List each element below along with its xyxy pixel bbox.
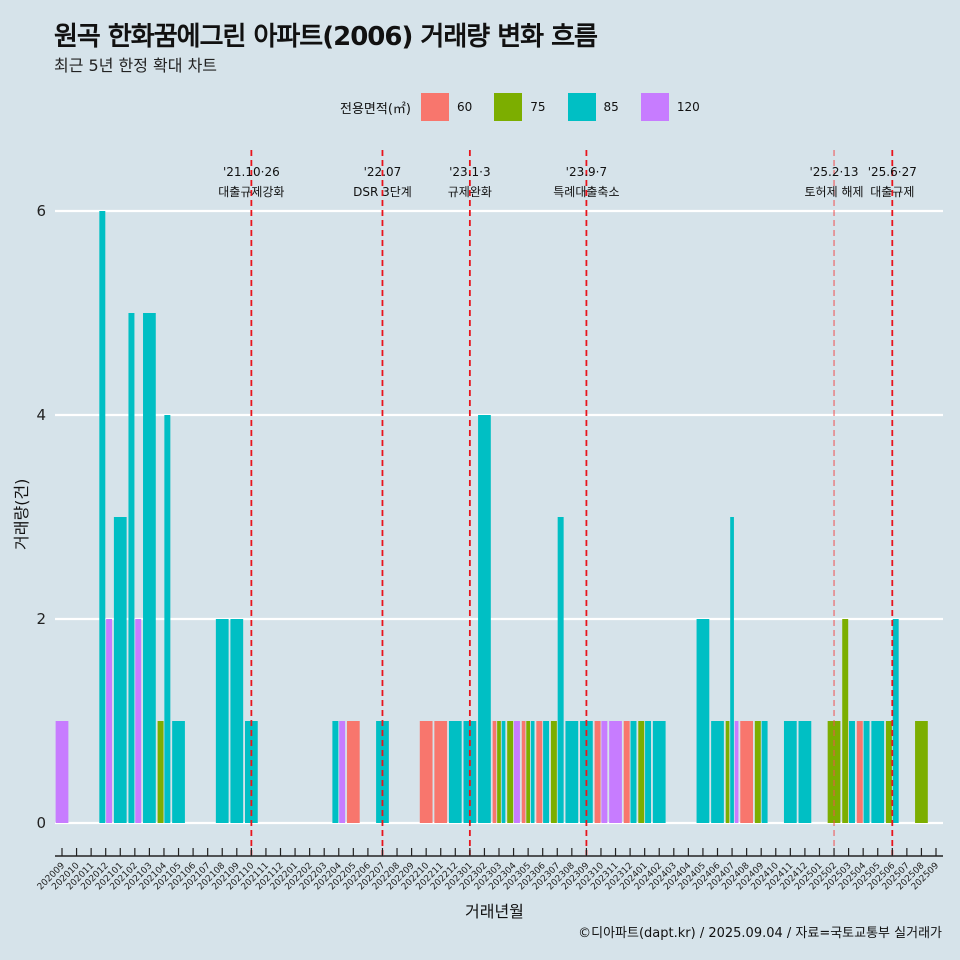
source-caption: ©디아파트(dapt.kr) / 2025.09.04 / 자료=국토교통부 실… <box>578 926 942 941</box>
bar-202508-75 <box>915 721 928 823</box>
x-axis-label: 거래년월 <box>465 902 524 921</box>
y-tick-label: 6 <box>36 202 46 220</box>
chart-title: 원곡 한화꿈에그린 아파트(2006) 거래량 변화 흐름 <box>54 22 598 52</box>
bar-202401-75 <box>638 721 645 823</box>
event-date: '23.9·7 <box>566 165 607 179</box>
bar-202310-60 <box>594 721 601 823</box>
chart-subtitle: 최근 5년 한정 확대 차트 <box>54 56 218 75</box>
legend-title: 전용면적(㎡) <box>340 101 411 117</box>
bar-202305-85 <box>530 721 535 823</box>
bar-202408-60 <box>740 721 754 823</box>
bar-202009-120 <box>55 721 69 823</box>
bar-202103-85 <box>143 313 156 823</box>
bar-202506-85 <box>892 619 899 823</box>
bar-202303-60 <box>492 721 497 823</box>
bar-202108-85 <box>215 619 229 823</box>
bar-202104-75 <box>157 721 164 823</box>
bar-202506-75 <box>885 721 892 823</box>
event-date: '25.2·13 <box>809 165 858 179</box>
bar-202109-85 <box>230 619 244 823</box>
bar-202505-85 <box>871 721 885 823</box>
bar-202312-60 <box>623 721 630 823</box>
legend-label-120: 120 <box>676 100 700 114</box>
y-tick-label: 2 <box>36 610 46 628</box>
bar-202306-60 <box>536 721 543 823</box>
legend-key-60 <box>420 93 449 121</box>
event-label: 특례대출축소 <box>553 185 619 199</box>
bar-202307-75 <box>550 721 557 823</box>
event-date: '21.10·26 <box>223 165 280 179</box>
y-tick-label: 4 <box>36 406 46 424</box>
bar-202211-60 <box>434 721 448 823</box>
bar-202503-85 <box>849 721 855 823</box>
event-date: '22.07 <box>364 165 402 179</box>
bar-202409-75 <box>754 721 761 823</box>
bar-202308-85 <box>565 721 579 823</box>
bar-202311-120 <box>609 721 622 823</box>
bar-202503-75 <box>842 619 849 823</box>
bar-202401-85 <box>645 721 652 823</box>
bar-202102-120 <box>135 619 142 823</box>
bar-202409-85 <box>761 721 768 823</box>
legend-label-60: 60 <box>456 100 473 114</box>
bar-202306-85 <box>543 721 550 823</box>
bar-202407-85 <box>730 517 734 823</box>
bar-202402-85 <box>652 721 666 823</box>
bar-202012-85 <box>99 211 106 823</box>
bar-202104-85 <box>164 415 171 823</box>
bar-202305-60 <box>521 721 526 823</box>
legend-label-75: 75 <box>530 100 546 114</box>
bar-202305-75 <box>526 721 530 823</box>
bar-202303-85 <box>501 721 506 823</box>
bar-202307-85 <box>557 517 564 823</box>
bar-202310-120 <box>601 721 608 823</box>
event-label: 대출규제강화 <box>218 185 284 199</box>
legend-label-85: 85 <box>603 100 619 114</box>
bar-202205-60 <box>346 721 360 823</box>
bar-202304-75 <box>507 721 514 823</box>
event-label: 토허제 해제 <box>805 185 864 199</box>
bar-202407-75 <box>725 721 730 823</box>
bar-202102-85 <box>128 313 135 823</box>
event-label: 대출규제 <box>870 185 914 199</box>
bar-202105-85 <box>172 721 185 823</box>
bar-202212-85 <box>448 721 462 823</box>
bar-202101-85 <box>113 517 127 823</box>
legend-key-85 <box>567 93 596 121</box>
legend-key-120 <box>640 93 669 121</box>
bar-202504-85 <box>863 721 870 823</box>
bar-202304-120 <box>513 721 520 823</box>
bar-202204-120 <box>339 721 346 823</box>
y-tick-label: 0 <box>36 814 46 832</box>
bar-202504-60 <box>856 721 863 823</box>
event-label: DSR 3단계 <box>353 185 412 199</box>
bar-202312-85 <box>630 721 637 823</box>
y-axis-label: 거래량(건) <box>12 478 31 550</box>
bar-202303-75 <box>497 721 501 823</box>
event-label: 규제완화 <box>448 185 492 199</box>
bar-202411-85 <box>783 721 797 823</box>
legend-key-75 <box>494 93 523 121</box>
bar-202405-85 <box>696 619 710 823</box>
bar-202407-120 <box>734 721 739 823</box>
bar-202406-85 <box>711 721 724 823</box>
bar-202012-120 <box>106 619 113 823</box>
legend: 전용면적(㎡) 60 75 85 120 <box>340 93 722 121</box>
event-date: '25.6·27 <box>868 165 917 179</box>
event-date: '23.1·3 <box>449 165 490 179</box>
bar-202412-85 <box>798 721 812 823</box>
bar-202210-60 <box>419 721 433 823</box>
bar-202302-85 <box>478 415 491 823</box>
bar-202204-85 <box>332 721 339 823</box>
